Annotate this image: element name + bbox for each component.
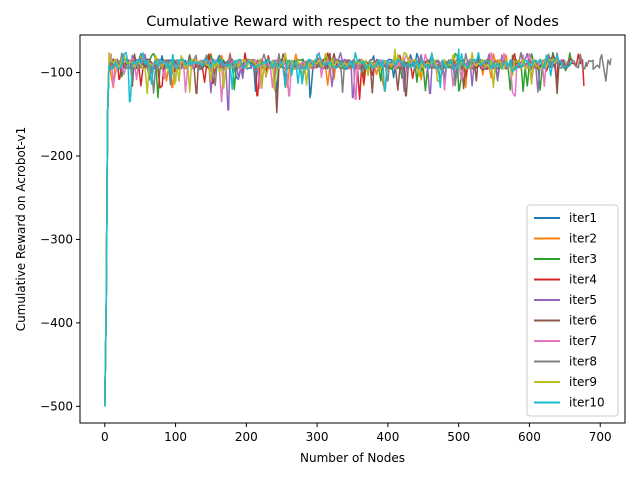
legend-label-iter5: iter5 [569, 293, 597, 307]
axes-frame [79, 34, 626, 424]
x-tick-label: 700 [589, 430, 612, 444]
legend-label-iter3: iter3 [569, 252, 597, 266]
legend-box [526, 204, 619, 417]
y-axis: −500 −400 −300 −200 −100 [40, 66, 80, 413]
chart-title: Cumulative Reward with respect to the nu… [146, 14, 559, 30]
x-tick-label: 200 [235, 430, 258, 444]
legend: iter1 iter2 iter3 iter4 iter5 iter6 iter7 iter8… [526, 204, 619, 417]
legend-label-iter7: iter7 [569, 334, 597, 348]
x-axis-label: Number of Nodes [300, 451, 405, 465]
x-tick-label: 600 [518, 430, 541, 444]
x-tick-label: 400 [376, 430, 399, 444]
x-tick-label: 300 [306, 430, 329, 444]
series-line-iter9 [104, 48, 558, 407]
series-layer [104, 48, 612, 407]
x-axis: 0 100 200 300 400 500 600 700 [101, 423, 612, 444]
y-tick-label: −300 [40, 232, 73, 246]
y-tick-label: −400 [40, 316, 73, 330]
legend-label-iter1: iter1 [569, 211, 597, 225]
legend-label-iter9: iter9 [569, 375, 597, 389]
y-tick-label: −200 [40, 149, 73, 163]
legend-label-iter8: iter8 [569, 355, 597, 369]
y-tick-label: −100 [40, 66, 73, 80]
y-tick-label: −500 [40, 399, 73, 413]
x-tick-label: 500 [447, 430, 470, 444]
x-tick-label: 0 [101, 430, 109, 444]
legend-label-iter6: iter6 [569, 314, 597, 328]
series-line-iter10 [104, 48, 573, 407]
x-tick-label: 100 [164, 430, 187, 444]
y-axis-label: Cumulative Reward on Acrobot-v1 [14, 127, 28, 332]
legend-label-iter2: iter2 [569, 232, 597, 246]
legend-label-iter4: iter4 [569, 273, 597, 287]
legend-label-iter10: iter10 [569, 396, 605, 410]
